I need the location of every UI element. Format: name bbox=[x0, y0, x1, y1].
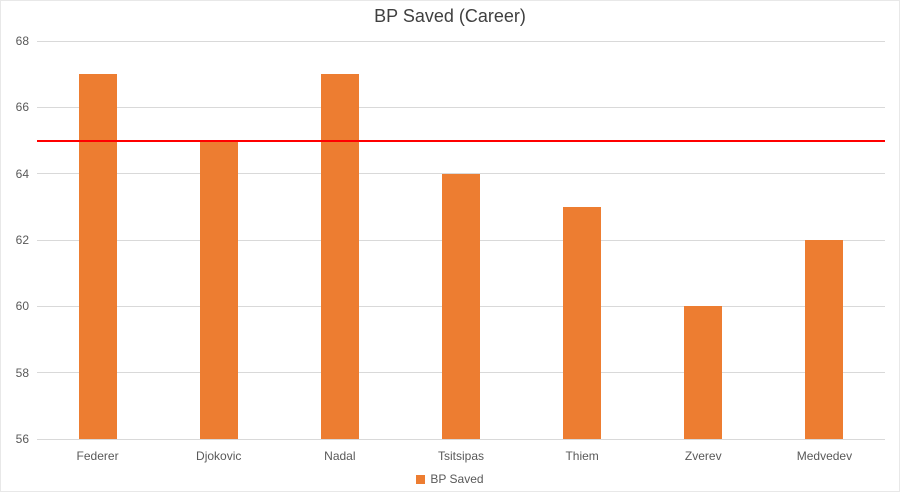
legend-label: BP Saved bbox=[430, 472, 484, 486]
bar-djokovic bbox=[199, 140, 238, 439]
y-tick-label: 62 bbox=[15, 233, 29, 247]
bar-medvedev bbox=[805, 240, 844, 439]
bar-zverev bbox=[684, 306, 723, 439]
plot-area bbox=[37, 40, 885, 440]
chart-title: BP Saved (Career) bbox=[374, 6, 526, 26]
y-tick-label: 60 bbox=[15, 299, 29, 314]
y-tick-label: 56 bbox=[15, 432, 29, 446]
bar-nadal bbox=[320, 74, 359, 439]
legend-swatch-icon bbox=[416, 474, 426, 484]
y-tick-label: 68 bbox=[15, 34, 29, 48]
reference-line bbox=[37, 139, 885, 142]
bar-thiem bbox=[563, 206, 602, 439]
bar-tsitsipas bbox=[442, 173, 480, 439]
gridline bbox=[37, 40, 885, 42]
x-category-label: Tsitsipas bbox=[437, 449, 484, 463]
gridline bbox=[37, 106, 885, 108]
x-category-label: Djokovic bbox=[196, 449, 242, 463]
x-category-label: Nadal bbox=[324, 449, 356, 463]
x-category-label: Medvedev bbox=[796, 449, 853, 463]
bar-federer bbox=[78, 74, 117, 439]
x-category-label: Thiem bbox=[565, 449, 599, 463]
x-category-label: Zverev bbox=[684, 449, 722, 463]
y-tick-label: 66 bbox=[15, 100, 29, 115]
x-category-label: Federer bbox=[76, 449, 119, 463]
gridline bbox=[37, 438, 885, 440]
legend: BP Saved bbox=[1, 472, 899, 486]
y-tick-label: 64 bbox=[15, 166, 29, 181]
y-tick-label: 58 bbox=[15, 365, 29, 380]
